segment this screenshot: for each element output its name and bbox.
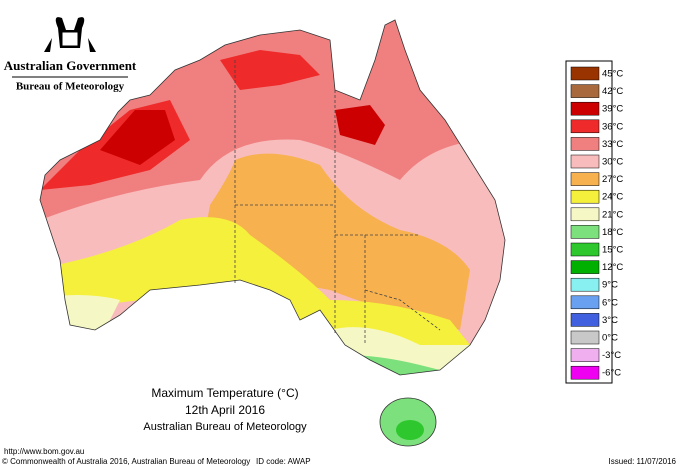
legend-swatch <box>570 330 600 345</box>
legend-swatch <box>570 172 600 186</box>
legend-label: 18°C <box>602 227 623 238</box>
legend-label: 39°C <box>602 104 623 115</box>
legend-label: 15°C <box>602 245 623 256</box>
zone-39 <box>335 105 385 145</box>
legend-label: 42°C <box>602 86 623 97</box>
legend-swatch <box>570 207 600 222</box>
legend-label: 12°C <box>602 262 623 273</box>
legend-label: 3°C <box>602 315 618 326</box>
footer-id: ID code: AWAP <box>256 457 311 466</box>
header-title: Australian Government <box>4 58 137 73</box>
legend-swatch <box>570 66 600 81</box>
map-date: 12th April 2016 <box>185 403 265 417</box>
zone-36 <box>220 50 320 90</box>
legend-label: 30°C <box>602 157 623 168</box>
legend-swatch <box>570 225 600 239</box>
legend-label: 6°C <box>602 297 618 308</box>
legend-label: -6°C <box>602 368 621 379</box>
legend-label: 45°C <box>602 69 623 80</box>
footer-url: http://www.bom.gov.au <box>4 447 84 456</box>
zone-15 <box>396 420 424 440</box>
legend-swatch <box>570 242 600 257</box>
state-borders <box>234 60 441 345</box>
coastline <box>379 397 437 447</box>
legend-label: 27°C <box>602 174 623 185</box>
legend-label: 33°C <box>602 139 623 150</box>
legend-swatch <box>570 277 600 292</box>
legend-label: 21°C <box>602 209 623 220</box>
coat-of-arms <box>44 17 96 52</box>
legend-swatch <box>570 137 600 151</box>
legend-swatch <box>570 260 600 274</box>
zone-39 <box>100 110 175 165</box>
legend-swatch <box>570 295 600 310</box>
legend-swatch <box>570 154 600 169</box>
header-subtitle: Bureau of Meteorology <box>16 81 125 93</box>
legend-label: 36°C <box>602 121 623 132</box>
map-title: Maximum Temperature (°C) <box>151 386 298 400</box>
legend: 45°C 42°C 39°C 36°C 33°C 30°C 27°C 24°C 21°C 18°C… <box>570 66 623 380</box>
legend-label: 9°C <box>602 280 618 291</box>
map-source: Australian Bureau of Meteorology <box>143 421 307 433</box>
legend-swatch <box>570 348 600 362</box>
legend-swatch <box>570 365 600 380</box>
legend-label: -3°C <box>602 350 621 361</box>
footer-copyright: © Commonwealth of Australia 2016, Austra… <box>2 457 250 466</box>
coastline <box>39 19 506 376</box>
footer-issued: Issued: 11/07/2016 <box>609 457 677 466</box>
legend-label: 24°C <box>602 192 623 203</box>
legend-swatch <box>570 189 600 204</box>
legend-swatch <box>570 313 600 327</box>
legend-swatch <box>570 101 600 116</box>
legend-swatch <box>570 119 600 134</box>
legend-swatch <box>570 84 600 98</box>
legend-label: 0°C <box>602 333 618 344</box>
